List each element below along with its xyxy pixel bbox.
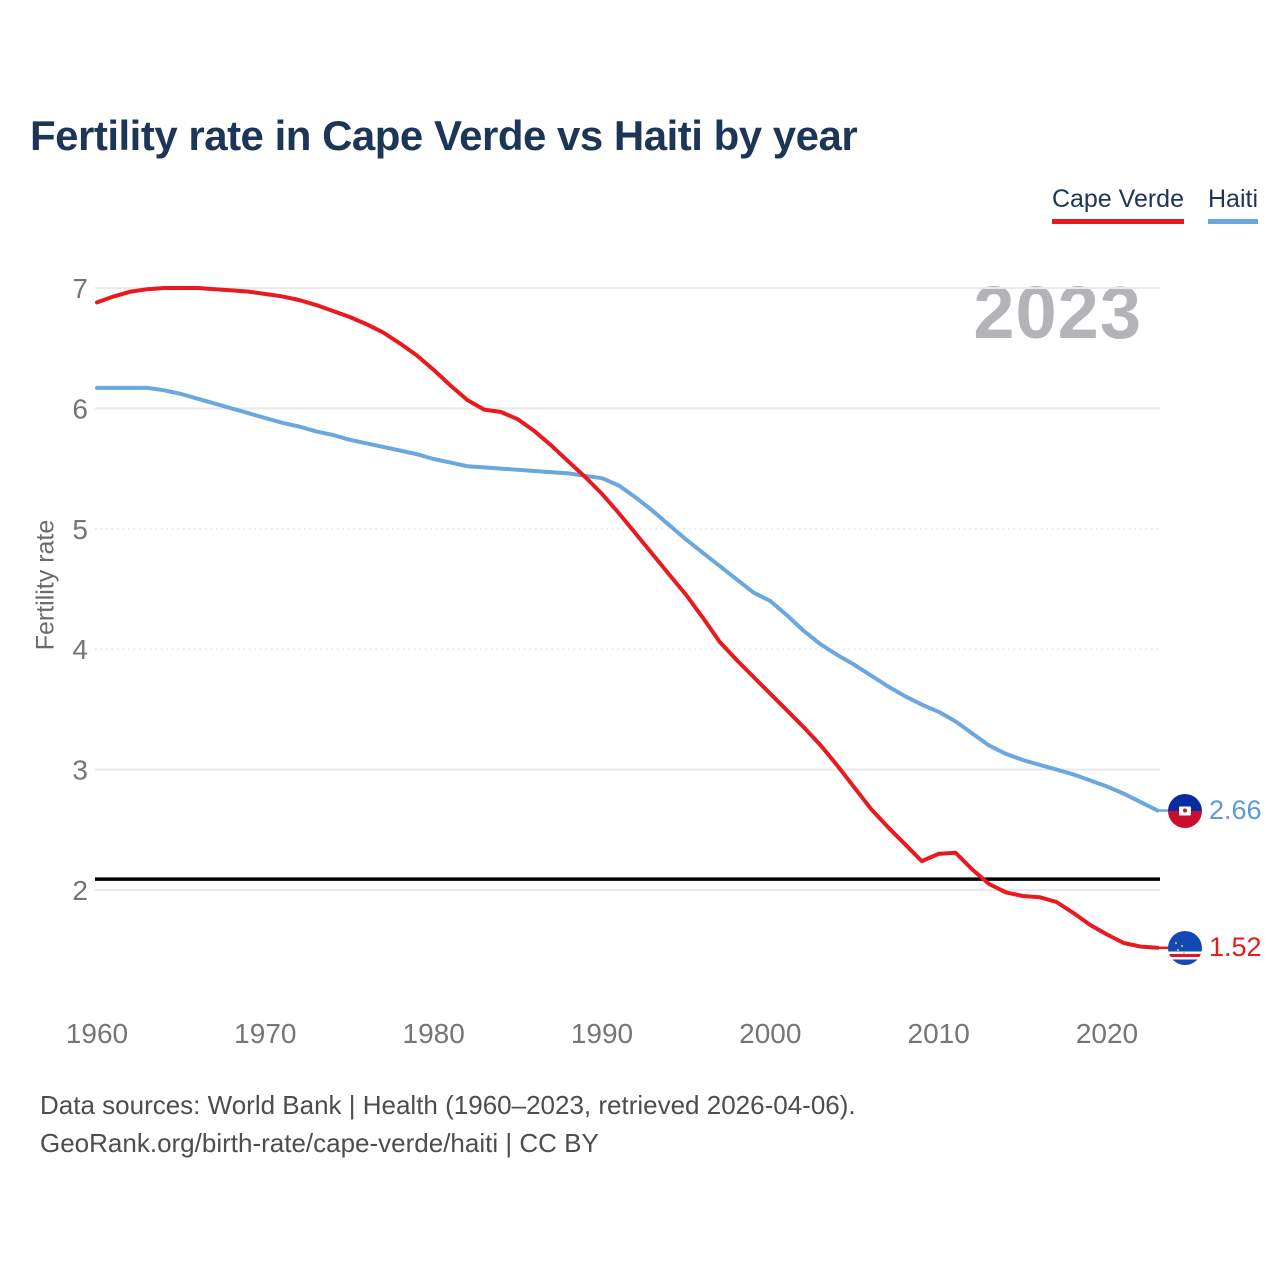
y-tick-label-7: 7 (72, 273, 88, 304)
legend-item-cape-verde[interactable]: Cape Verde (1051, 185, 1184, 224)
cape-verde-line[interactable] (95, 286, 1160, 950)
x-tick-label-2000: 2000 (739, 1018, 801, 1049)
y-tick-label-4: 4 (72, 634, 88, 665)
haiti-end-label: 2.66 (1168, 793, 1262, 828)
cape-verde-flag-stars (1177, 948, 1179, 951)
x-tick-label-1970: 1970 (234, 1018, 296, 1049)
cape-verde-end-label: 1.52 (1168, 930, 1262, 965)
cape-verde-end-value: 1.52 (1209, 932, 1262, 963)
legend-item-haiti[interactable]: Haiti (1207, 185, 1258, 224)
y-tick-label-6: 6 (72, 393, 88, 424)
haiti-line[interactable] (95, 385, 1160, 813)
source-footer: Data sources: World Bank | Health (1960–… (40, 1086, 856, 1162)
haiti-end-value: 2.66 (1209, 795, 1262, 826)
x-tick-label-1980: 1980 (403, 1018, 465, 1049)
haiti-flag-emblem (1179, 806, 1191, 816)
x-tick-label-2010: 2010 (908, 1018, 970, 1049)
y-tick-label-2: 2 (72, 875, 88, 906)
legend: Cape Verde Haiti (1051, 185, 1258, 224)
x-tick-label-1960: 1960 (66, 1018, 128, 1049)
chart-title: Fertility rate in Cape Verde vs Haiti by… (30, 112, 858, 159)
source-line-2: GeoRank.org/birth-rate/cape-verde/haiti … (40, 1128, 599, 1158)
source-line-1: Data sources: World Bank | Health (1960–… (40, 1090, 856, 1120)
x-tick-label-1990: 1990 (571, 1018, 633, 1049)
year-watermark: 2023 (973, 271, 1142, 354)
y-tick-label-3: 3 (72, 755, 88, 786)
haiti-flag-icon (1168, 793, 1202, 828)
cape-verde-flag-icon (1168, 930, 1202, 965)
y-tick-label-5: 5 (72, 514, 88, 545)
x-tick-label-2020: 2020 (1076, 1018, 1138, 1049)
